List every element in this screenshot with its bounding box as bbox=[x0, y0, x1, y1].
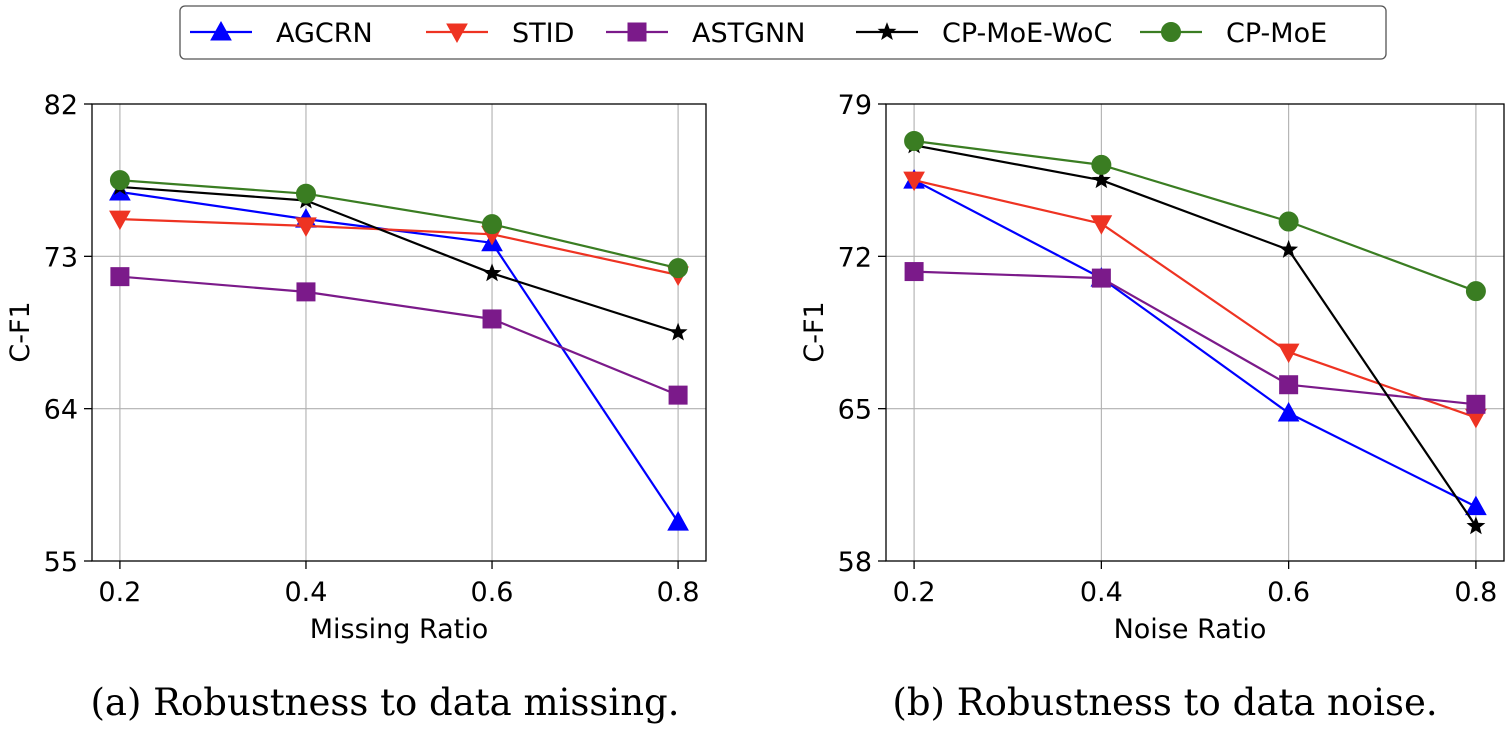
data-point-cp-moe-woc bbox=[482, 263, 502, 282]
legend-label-cp-moe-woc: CP-MoE-WoC bbox=[942, 18, 1112, 49]
data-point-cp-moe-woc bbox=[1466, 516, 1486, 535]
series-line-cp-moe-woc bbox=[913, 144, 1477, 527]
data-point-stid bbox=[1277, 343, 1300, 364]
data-point-stid bbox=[1090, 215, 1113, 235]
data-point-cp-moe bbox=[482, 214, 503, 235]
series-stid bbox=[903, 171, 1487, 429]
legend-frame bbox=[179, 5, 1387, 60]
data-point-astgnn bbox=[110, 267, 130, 287]
series-line-cp-moe bbox=[913, 139, 1477, 293]
series-line-stid bbox=[119, 218, 679, 277]
x-tick-label: 0.8 bbox=[1454, 577, 1497, 608]
data-point-astgnn bbox=[1466, 394, 1486, 414]
series-line-cp-moe-woc bbox=[119, 185, 679, 334]
x-axis-label-a: Missing Ratio bbox=[310, 614, 489, 645]
legend-marker-cp-moe-woc bbox=[877, 22, 897, 41]
y-tick-label: 55 bbox=[44, 547, 78, 578]
x-tick-label: 0.2 bbox=[98, 577, 141, 608]
legend-marker-agcrn bbox=[210, 20, 232, 41]
y-tick-label: 82 bbox=[44, 90, 78, 121]
data-point-cp-moe bbox=[1278, 211, 1299, 232]
data-point-astgnn bbox=[668, 385, 688, 405]
series-line-agcrn bbox=[119, 190, 680, 523]
data-point-cp-moe bbox=[109, 170, 130, 191]
data-point-cp-moe bbox=[295, 183, 316, 204]
caption-a: (a) Robustness to data missing. bbox=[90, 681, 679, 724]
data-point-cp-moe-woc bbox=[1091, 170, 1111, 189]
series-agcrn bbox=[109, 180, 689, 531]
data-point-cp-moe bbox=[1465, 281, 1486, 302]
legend-label-agcrn: AGCRN bbox=[276, 18, 373, 49]
chart-panel-b: 0.2 0.4 0.6 0.8 58 65 72 79 Noise Ratio C-F1 (b… bbox=[799, 90, 1505, 724]
legend-label-stid: STID bbox=[512, 18, 574, 49]
y-tick-label: 73 bbox=[44, 242, 78, 273]
series-line-astgnn bbox=[119, 275, 679, 397]
data-point-astgnn bbox=[296, 282, 316, 302]
data-point-cp-moe-woc bbox=[1279, 239, 1299, 258]
data-point-cp-moe bbox=[904, 130, 925, 151]
x-tick-label: 0.2 bbox=[893, 577, 936, 608]
x-tick-label: 0.4 bbox=[1080, 577, 1123, 608]
y-tick-label: 72 bbox=[838, 242, 872, 273]
plot-frame-a bbox=[91, 103, 707, 562]
data-point-astgnn bbox=[482, 309, 502, 329]
data-point-stid bbox=[903, 171, 925, 192]
y-tick-label: 58 bbox=[838, 547, 872, 578]
series-agcrn bbox=[903, 169, 1487, 516]
y-tick-label: 64 bbox=[44, 395, 78, 426]
data-point-cp-moe bbox=[1091, 154, 1112, 175]
data-point-astgnn bbox=[1091, 268, 1111, 288]
legend-marker-cp-moe bbox=[1161, 22, 1181, 42]
series-line-stid bbox=[913, 179, 1477, 419]
data-point-agcrn bbox=[1465, 495, 1487, 516]
series-astgnn bbox=[110, 267, 688, 405]
legend-label-astgnn: ASTGNN bbox=[692, 18, 805, 49]
series-stid bbox=[109, 210, 689, 286]
x-tick-label: 0.6 bbox=[1267, 577, 1310, 608]
legend: AGCRN STID ASTGNN CP-MoE-WoC CP-MoE bbox=[179, 5, 1387, 60]
series-line-astgnn bbox=[914, 270, 1477, 406]
legend-marker-stid bbox=[446, 23, 468, 44]
data-point-astgnn bbox=[904, 262, 924, 282]
data-point-cp-moe bbox=[668, 258, 689, 279]
y-axis-label-a: C-F1 bbox=[5, 301, 36, 362]
y-axis-label-b: C-F1 bbox=[799, 301, 830, 362]
x-tick-label: 0.6 bbox=[471, 577, 514, 608]
data-point-stid bbox=[109, 210, 131, 231]
data-point-agcrn bbox=[1277, 401, 1300, 422]
x-tick-label: 0.8 bbox=[657, 577, 700, 608]
plot-frame-b bbox=[885, 103, 1505, 562]
data-point-agcrn bbox=[667, 511, 689, 531]
legend-marker-astgnn bbox=[627, 22, 647, 42]
data-point-astgnn bbox=[1279, 375, 1299, 395]
x-tick-label: 0.4 bbox=[284, 577, 327, 608]
series-line-agcrn bbox=[913, 179, 1477, 508]
y-tick-label: 65 bbox=[838, 395, 872, 426]
caption-b: (b) Robustness to data noise. bbox=[892, 681, 1437, 724]
data-point-stid bbox=[295, 217, 317, 237]
series-cp-moe-woc bbox=[904, 135, 1486, 535]
series-astgnn bbox=[904, 262, 1486, 414]
x-axis-label-b: Noise Ratio bbox=[1114, 614, 1267, 645]
series-cp-moe bbox=[904, 130, 1486, 302]
series-cp-moe bbox=[109, 170, 689, 279]
series-line-cp-moe bbox=[119, 179, 679, 270]
legend-label-cp-moe: CP-MoE bbox=[1226, 18, 1327, 49]
data-point-cp-moe-woc bbox=[668, 322, 688, 341]
y-tick-label: 79 bbox=[838, 90, 872, 121]
